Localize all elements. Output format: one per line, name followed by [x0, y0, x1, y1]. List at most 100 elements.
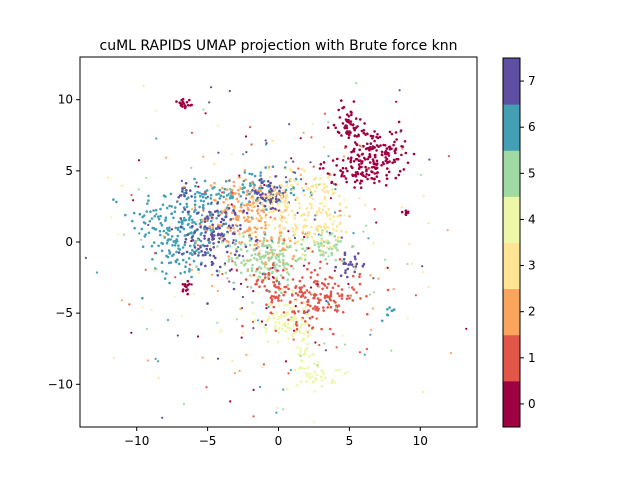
scatter-point-label-0 [379, 144, 382, 147]
outlier-point-label-4 [331, 245, 334, 248]
scatter-point-label-3 [291, 227, 294, 230]
scatter-point-label-6 [165, 241, 169, 245]
scatter-point-label-3 [282, 226, 286, 230]
scatter-point-label-0 [387, 152, 390, 155]
scatter-point-label-4 [279, 313, 283, 317]
scatter-point-label-7 [242, 210, 245, 213]
outlier-point-label-5 [137, 188, 140, 191]
scatter-point-label-3 [296, 196, 299, 199]
outlier-point-label-7 [299, 178, 303, 181]
scatter-point-label-6 [264, 166, 268, 169]
outlier-point-label-2 [146, 359, 149, 362]
scatter-point-label-5 [340, 259, 344, 263]
scatter-point-label-6 [133, 226, 136, 230]
scatter-point-label-1 [338, 258, 342, 261]
scatter-point-label-1 [366, 312, 369, 316]
scatter-point-label-1 [319, 292, 323, 296]
scatter-point-label-7 [215, 269, 219, 273]
scatter-point-label-6 [167, 261, 171, 265]
scatter-point-label-5 [255, 258, 259, 262]
scatter-point-label-7 [193, 252, 197, 255]
scatter-point-label-6 [172, 253, 175, 256]
outlier-point-label-3 [120, 184, 123, 187]
scatter-point-label-2 [201, 219, 204, 222]
outlier-point-label-1 [365, 347, 368, 351]
outlier-point-label-1 [130, 193, 133, 197]
scatter-point-label-3 [268, 175, 272, 179]
scatter-point-label-6 [182, 258, 185, 262]
scatter-point-label-6 [170, 235, 174, 238]
scatter-point-label-7 [183, 240, 187, 244]
scatter-point-label-0 [348, 130, 351, 133]
outlier-point-label-2 [377, 277, 380, 280]
scatter-point-label-4 [308, 376, 312, 380]
scatter-point-label-5 [270, 250, 274, 254]
scatter-point-label-6 [241, 183, 245, 186]
scatter-point-label-2 [236, 229, 240, 233]
outlier-point-label-2 [329, 173, 332, 176]
scatter-point-label-0 [373, 177, 376, 181]
scatter-point-label-0 [376, 136, 380, 140]
scatter-point-label-2 [247, 216, 250, 219]
scatter-point-label-0 [360, 161, 363, 164]
scatter-point-label-3 [251, 231, 254, 235]
outlier-point-label-7 [250, 237, 253, 240]
scatter-point-label-6 [202, 206, 205, 210]
scatter-point-label-6 [289, 191, 293, 195]
scatter-point-label-0 [345, 130, 349, 133]
scatter-point-label-3 [332, 191, 336, 194]
scatter-point-label-5 [259, 257, 262, 261]
outlier-point-label-3 [358, 197, 361, 200]
scatter-point-label-6 [193, 203, 197, 206]
scatter-point-label-5 [334, 243, 337, 247]
outlier-point-label-0 [265, 307, 268, 310]
scatter-point-label-5 [286, 278, 290, 282]
scatter-point-label-1 [322, 306, 325, 309]
scatter-point-label-3 [301, 229, 305, 233]
scatter-point-label-3 [285, 207, 288, 211]
scatter-point-label-3 [328, 213, 332, 216]
outlier-point-label-3 [231, 359, 234, 362]
scatter-point-label-5 [259, 267, 263, 270]
scatter-point-label-7 [259, 193, 262, 197]
scatter-point-label-7 [350, 263, 354, 266]
scatter-point-label-1 [336, 292, 340, 295]
scatter-point-label-6 [185, 202, 188, 206]
scatter-point-label-6 [197, 267, 200, 271]
scatter-point-label-3 [267, 196, 271, 199]
outlier-point-label-5 [390, 349, 393, 352]
scatter-point-label-0 [375, 175, 379, 178]
scatter-point-label-5 [248, 243, 252, 247]
scatter-point-label-3 [319, 202, 322, 205]
scatter-point-label-0 [341, 166, 345, 170]
scatter-point-label-1 [272, 280, 275, 284]
scatter-point-label-5 [278, 252, 282, 256]
outlier-point-label-0 [263, 183, 266, 187]
scatter-point-label-5 [235, 247, 238, 251]
scatter-point-label-0 [385, 147, 389, 150]
outlier-point-label-3 [213, 162, 216, 166]
scatter-point-label-7 [196, 228, 199, 231]
scatter-point-label-5 [254, 269, 258, 273]
outlier-point-label-5 [292, 267, 295, 270]
scatter-point-label-6 [225, 180, 228, 183]
scatter-point-label-6 [170, 212, 173, 216]
scatter-point-label-6 [173, 239, 177, 243]
scatter-point-label-4 [295, 384, 299, 387]
scatter-point-label-3 [313, 190, 317, 193]
scatter-point-label-6 [193, 210, 196, 213]
outlier-point-label-7 [292, 160, 295, 163]
scatter-point-label-7 [204, 231, 207, 234]
scatter-point-label-0 [366, 142, 369, 146]
scatter-point-label-1 [348, 297, 351, 300]
scatter-point-label-0 [365, 169, 368, 173]
outlier-point-label-5 [190, 166, 193, 169]
scatter-point-label-3 [320, 231, 324, 235]
outlier-point-label-4 [217, 124, 220, 127]
scatter-point-label-3 [311, 197, 315, 201]
scatter-point-label-5 [328, 233, 332, 236]
scatter-point-label-4 [294, 299, 297, 303]
scatter-point-label-7 [199, 263, 203, 266]
outlier-point-label-1 [344, 146, 347, 149]
scatter-point-label-0 [360, 129, 364, 133]
